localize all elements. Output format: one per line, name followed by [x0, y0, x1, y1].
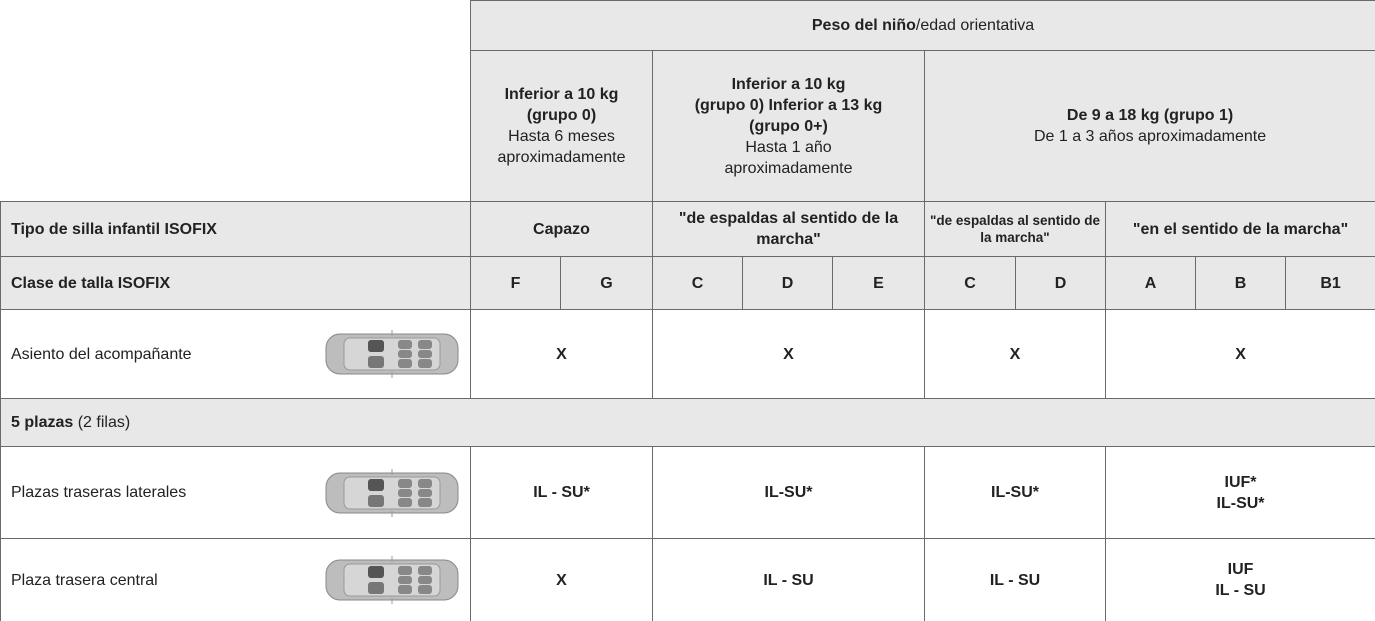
- group-weight: Inferior a 10 kg: [731, 75, 846, 93]
- seat-name: Asiento del acompañante: [11, 345, 192, 363]
- compat-value: X: [556, 345, 567, 363]
- compat-value: IL - SU: [989, 571, 1041, 589]
- group-row: Inferior a 10 kg (grupo 0) Hasta 6 meses ap…: [1, 50, 1375, 202]
- group-age: Hasta 6 meses: [508, 128, 615, 145]
- title-bold: Peso del niño: [811, 17, 916, 34]
- group-weight: (grupo 0): [526, 107, 597, 124]
- compat-value: IL - SU: [1215, 582, 1266, 599]
- seat-row: Asiento del acompañante X X X X: [0, 309, 1375, 399]
- compat-value: X: [1235, 345, 1246, 363]
- car-icon: [325, 330, 459, 378]
- type-label: Tipo de silla infantil ISOFIX: [0, 201, 471, 257]
- compat-cell: X: [470, 538, 653, 621]
- size-label: Clase de talla ISOFIX: [0, 256, 471, 310]
- seat-name: Plaza trasera central: [11, 571, 158, 589]
- size-class: G: [560, 256, 653, 310]
- title-rest: /edad orientativa: [915, 17, 1035, 34]
- size-row: Clase de talla ISOFIX F G C D E C D A B B1: [0, 256, 1375, 310]
- size-class: F: [470, 256, 561, 310]
- group-age: De 1 a 3 años aproximadamente: [1033, 128, 1267, 145]
- compat-cell: X: [652, 309, 925, 399]
- seat-type: "en el sentido de la marcha": [1104, 201, 1375, 257]
- size-class: D: [1015, 256, 1106, 310]
- group-age: Hasta 1 año: [745, 138, 832, 156]
- size-class: E: [832, 256, 925, 310]
- size-class: B1: [1284, 256, 1375, 310]
- group-weight: (grupo 0) Inferior a 13 kg: [694, 96, 883, 114]
- size-class: C: [652, 256, 743, 310]
- compat-cell: X: [1104, 309, 1375, 399]
- type-row: Tipo de silla infantil ISOFIX Capazo "de e…: [0, 201, 1375, 257]
- header-row: Peso del niño/edad orientativa: [0, 0, 1375, 202]
- compat-cell: IL-SU*: [652, 446, 925, 539]
- compat-cell: IL - SU: [924, 538, 1106, 621]
- seat-label: Plazas traseras laterales: [0, 446, 471, 539]
- weight-header: Peso del niño/edad orientativa: [469, 0, 1375, 51]
- compat-cell: IL - SU*: [470, 446, 653, 539]
- size-class: B: [1195, 256, 1286, 310]
- group-weight: De 9 a 18 kg (grupo 1): [1066, 107, 1234, 124]
- compat-cell: IL-SU*: [924, 446, 1106, 539]
- compat-cell: IUF IL - SU: [1104, 538, 1375, 621]
- compat-value: X: [1009, 345, 1021, 363]
- compat-cell: IL - SU: [652, 538, 925, 621]
- seat-type: "de espaldas al sentido de la marcha": [652, 201, 925, 257]
- compat-value: X: [556, 571, 567, 589]
- compat-value: IL-SU*: [991, 484, 1039, 501]
- group-header: De 9 a 18 kg (grupo 1) De 1 a 3 años apro…: [923, 50, 1375, 202]
- compat-value: IL - SU*: [533, 484, 590, 501]
- seat-label: Plaza trasera central: [0, 538, 471, 621]
- compat-value: X: [783, 345, 794, 363]
- seat-row: Plaza trasera central X IL - SU IL - SU IUF I…: [0, 538, 1375, 621]
- car-icon: [325, 468, 459, 517]
- size-class: C: [924, 256, 1016, 310]
- empty-cell: [0, 0, 471, 202]
- compat-value: IUF: [1227, 561, 1254, 578]
- seat-row: 5 plazas (2 filas): [0, 398, 1375, 447]
- seat-label: Asiento del acompañante: [0, 309, 471, 399]
- seat-type: "de espaldas al sentido de la marcha": [924, 201, 1106, 257]
- group-weight: Inferior a 10 kg: [504, 86, 619, 103]
- group-header: Inferior a 10 kg (grupo 0) Hasta 6 meses ap…: [470, 50, 653, 202]
- compat-cell: IUF* IL-SU*: [1104, 446, 1375, 539]
- seat-name: Plazas traseras laterales: [11, 484, 187, 501]
- seat-label-wrap: Plazas traseras laterales: [11, 467, 466, 519]
- seat-label-wrap: Asiento del acompañante: [11, 328, 466, 380]
- section-header: 5 plazas (2 filas): [0, 398, 1375, 447]
- group-weight: (grupo 0+): [749, 117, 828, 135]
- section-rest: (2 filas): [77, 414, 131, 431]
- seat-row: Plazas traseras laterales IL - SU* IL-SU* I…: [0, 446, 1375, 539]
- compat-value: IL - SU: [763, 571, 814, 589]
- size-class: D: [742, 256, 833, 310]
- compat-cell: X: [924, 309, 1106, 399]
- group-age: aproximadamente: [724, 159, 853, 177]
- compat-value: IL-SU*: [764, 484, 813, 501]
- compat-cell: X: [470, 309, 653, 399]
- group-header: Inferior a 10 kg (grupo 0) Inferior a 13 …: [652, 50, 925, 202]
- size-class: A: [1105, 256, 1196, 310]
- compat-value: IL-SU*: [1216, 494, 1265, 512]
- car-icon: [325, 556, 459, 604]
- seat-label-wrap: Plaza trasera central: [11, 554, 466, 606]
- compat-value: IUF*: [1224, 473, 1257, 491]
- section-bold: 5 plazas: [11, 414, 74, 431]
- group-age: aproximadamente: [497, 149, 626, 166]
- seat-type: Capazo: [470, 201, 653, 257]
